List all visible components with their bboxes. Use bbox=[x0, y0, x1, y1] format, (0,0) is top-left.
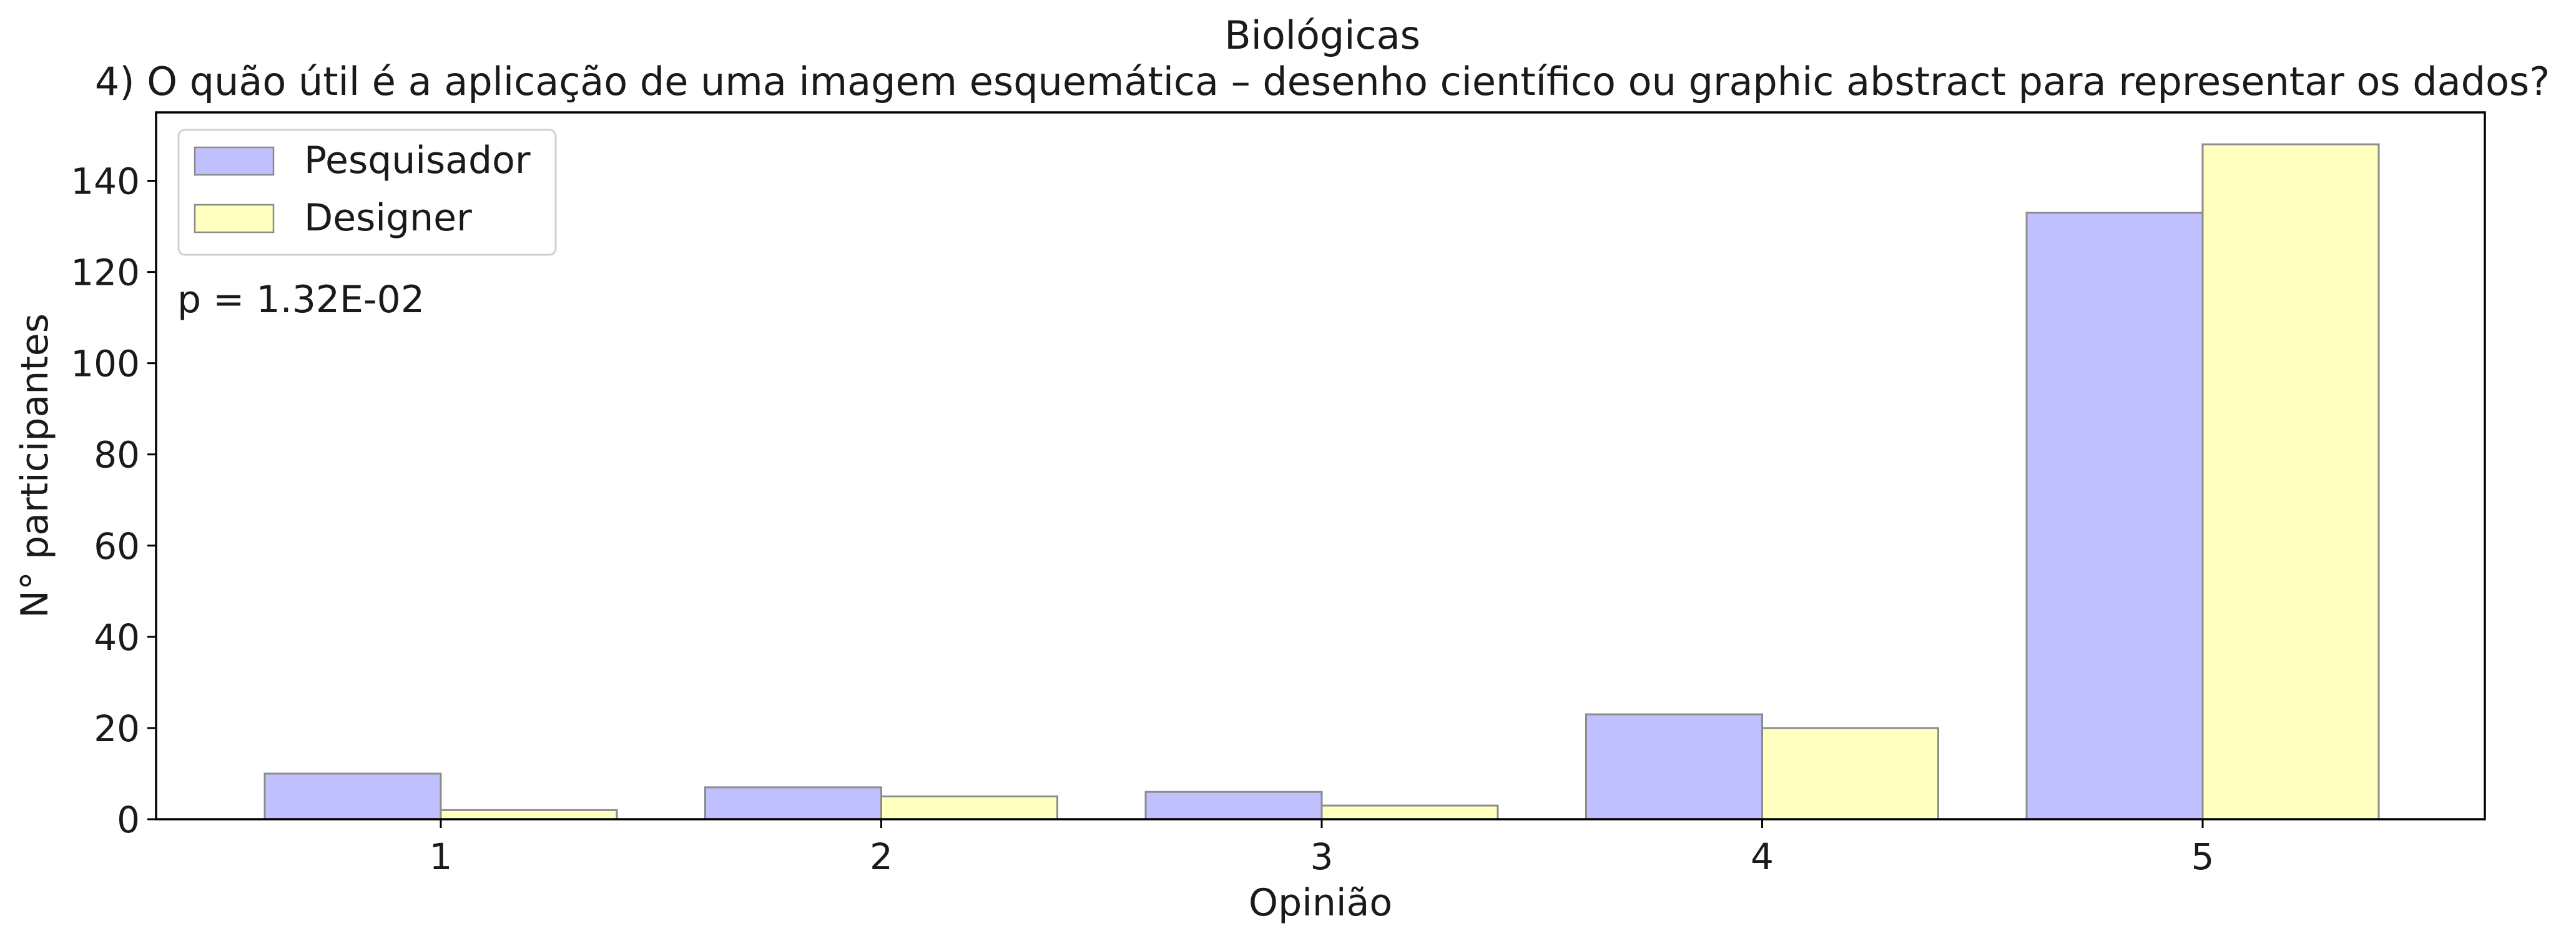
x-tick-label: 2 bbox=[870, 835, 893, 878]
legend-label-pesquisador: Pesquisador bbox=[304, 139, 531, 182]
bar-designer-3 bbox=[1320, 804, 1499, 820]
bar-pesquisador-3 bbox=[1144, 791, 1323, 820]
y-tick-label: 0 bbox=[117, 799, 140, 841]
bar-pesquisador-1 bbox=[263, 772, 442, 820]
y-tick-label: 100 bbox=[71, 343, 140, 385]
y-tick-label: 40 bbox=[94, 616, 140, 659]
legend-swatch-designer bbox=[194, 204, 275, 234]
legend-swatch-pesquisador bbox=[194, 146, 275, 176]
bar-pesquisador-4 bbox=[1585, 713, 1763, 820]
bar-designer-4 bbox=[1761, 727, 1939, 820]
y-axis-label: N° participantes bbox=[13, 313, 57, 618]
bar-pesquisador-5 bbox=[2025, 212, 2204, 820]
y-tick-label: 120 bbox=[71, 252, 140, 294]
bar-designer-1 bbox=[440, 809, 618, 820]
legend-label-designer: Designer bbox=[304, 196, 472, 240]
x-tick-label: 3 bbox=[1310, 835, 1334, 878]
y-axis: 0 20 40 60 80 100 120 140 bbox=[71, 160, 156, 841]
y-tick-label: 140 bbox=[71, 160, 140, 203]
bar-designer-5 bbox=[2201, 143, 2380, 820]
x-tick-label: 5 bbox=[2191, 835, 2215, 878]
x-axis-label: Opinião bbox=[1249, 881, 1392, 925]
legend: Pesquisador Designer bbox=[177, 129, 557, 256]
y-tick-label: 20 bbox=[94, 707, 140, 750]
bar-pesquisador-2 bbox=[704, 786, 882, 820]
y-tick-label: 80 bbox=[94, 434, 140, 476]
x-tick-label: 1 bbox=[430, 835, 453, 878]
bar-designer-2 bbox=[880, 795, 1058, 820]
x-axis: 1 2 3 4 5 bbox=[430, 819, 2215, 878]
chart-subtitle: 4) O quão útil é a aplicação de uma imag… bbox=[95, 59, 2550, 104]
p-value-annotation: p = 1.32E-02 bbox=[177, 278, 425, 322]
bars-layer bbox=[263, 143, 2380, 820]
x-tick-label: 4 bbox=[1751, 835, 1774, 878]
plot-frame bbox=[155, 111, 2486, 820]
y-tick-label: 60 bbox=[94, 525, 140, 568]
chart-title: Biológicas bbox=[1224, 12, 1420, 58]
